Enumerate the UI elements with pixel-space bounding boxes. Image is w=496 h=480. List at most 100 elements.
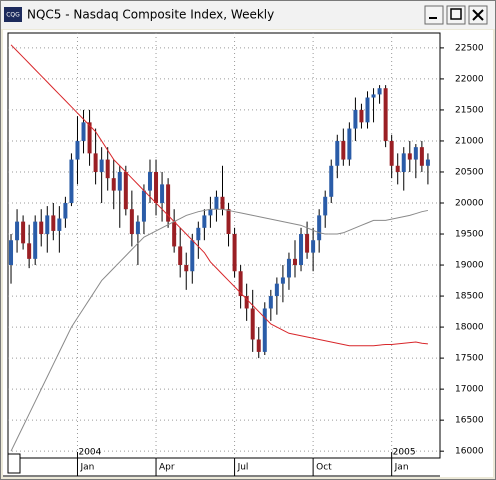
candle-body [117,171,122,191]
candle-body [371,94,376,98]
candle-body [15,221,20,241]
candle-body [220,196,225,210]
app-icon [4,7,22,22]
candle-body [226,209,231,235]
candle-body [33,221,38,259]
candle-body [39,221,44,235]
candle-body [305,234,310,253]
candle-body [154,171,159,203]
candle-body [262,308,267,352]
y-tick-label: 20500 [455,167,484,177]
candle-body [178,246,183,266]
candle-body [184,265,189,272]
candle-body [329,165,334,197]
candle-body [299,234,304,266]
candle-body [274,283,279,297]
candle-body [69,159,74,203]
candle-body [45,215,50,235]
chart-background [3,30,493,477]
x-tick-label: Jan [79,463,94,473]
moving-average [10,208,429,452]
y-tick-label: 16500 [455,416,484,426]
x-tick-label: Jul [237,463,249,473]
corner-box [7,453,21,474]
candle-body [286,258,291,278]
year-tick-label: 2004 [78,448,101,458]
y-tick-label: 18500 [455,292,484,302]
candle-body [244,296,249,309]
x-tick-label: Oct [316,463,332,473]
candle-body [425,159,430,166]
moving-average [10,44,428,347]
y-tick-label: 20000 [455,199,484,209]
candle-body [87,122,92,154]
candle-body [214,196,219,210]
candle-body [129,209,134,235]
candle-body [311,240,316,253]
candle-body [383,88,388,141]
candle-body [280,277,285,284]
candle-body [335,140,340,166]
window-title: NQC5 - Nasdaq Composite Index, Weekly [27,8,274,22]
candle-body [172,221,177,247]
x-tick-label: Jan [394,463,409,473]
candle-body [196,227,201,241]
candle-body [323,196,328,216]
x-tick-label: Apr [159,463,175,473]
candle-body [147,171,152,191]
candle-body [9,240,14,266]
y-tick-label: 19000 [455,261,484,271]
year-tick-label: 2005 [393,448,416,458]
candle-body [202,215,207,228]
candle-body [250,308,255,340]
candle-body [21,221,26,244]
candle-body [359,109,364,123]
candle-body [395,165,400,172]
candle-body [27,243,32,259]
candle-body [365,97,370,123]
candle-body [401,153,406,172]
y-tick-label: 21000 [455,136,484,146]
y-tick-label: 22000 [455,74,484,84]
y-tick-label: 19500 [455,230,484,240]
candle-body [123,171,128,210]
candle-body [256,339,261,352]
candle-body [111,178,116,191]
candle-body [63,203,68,219]
candle-body [407,153,412,160]
candle-body [99,159,104,172]
maximize-button[interactable] [446,5,466,25]
candle-body [105,159,110,179]
candle-body [208,209,213,216]
candle-body [135,221,140,235]
candle-body [141,190,146,222]
candle-body [75,140,80,160]
candle-body [81,122,86,141]
candle-body [353,109,358,129]
candle-body [160,184,165,203]
close-button[interactable] [468,5,488,25]
y-tick-label: 17000 [455,385,484,395]
title-bar [1,1,495,29]
candle-body [419,147,424,166]
y-tick-label: 18000 [455,323,484,333]
minimize-button[interactable] [424,5,444,25]
candle-body [232,234,237,272]
candle-body [51,215,56,231]
candle-body [341,140,346,160]
candle-body [317,215,322,241]
icon-text: CQG [6,12,20,19]
y-tick-label: 22500 [455,43,484,53]
y-tick-label: 17500 [455,354,484,364]
y-tick-label: 16000 [455,447,484,457]
candle-body [238,271,243,297]
candle-body [57,218,62,231]
candle-body [389,140,394,166]
candle-body [93,153,98,172]
candle-body [190,240,195,272]
candle-body [166,184,171,222]
candle-body [347,128,352,160]
candle-body [413,147,418,160]
candle-body [268,296,273,309]
